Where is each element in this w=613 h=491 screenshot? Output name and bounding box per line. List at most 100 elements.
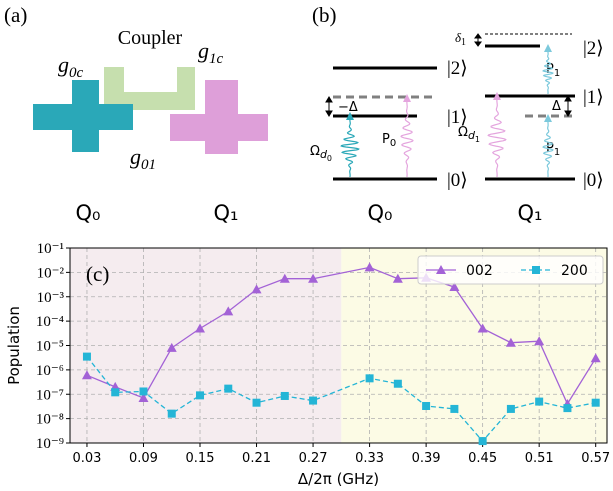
marker <box>563 404 572 413</box>
arrow-head <box>544 44 552 52</box>
subscript: 0c <box>69 65 84 81</box>
panel-label: (c) <box>86 262 109 286</box>
marker <box>224 384 233 393</box>
arrow-head <box>493 92 501 100</box>
legend-marker <box>436 265 446 274</box>
wave-packet <box>542 50 554 94</box>
wave-packet <box>400 100 414 177</box>
y-tick-label: 10⁻¹ <box>37 241 64 257</box>
x-tick-label: 0.45 <box>468 451 497 466</box>
x-tick-label: 0.15 <box>186 451 215 466</box>
ket: |1⟩ <box>447 107 468 128</box>
marker <box>364 262 375 272</box>
arrow-head <box>403 94 411 102</box>
ket-labels: |2⟩ |1⟩ |0⟩ |2⟩ |1⟩ |0⟩ <box>447 38 604 191</box>
detuning-label: −Δ <box>338 100 358 115</box>
marker <box>280 391 289 400</box>
wave-packet <box>542 120 554 177</box>
x-tick-label: 0.09 <box>129 451 158 466</box>
qubit-label: Q₁ <box>214 201 239 225</box>
marker <box>82 352 91 361</box>
ket: |2⟩ <box>447 58 468 79</box>
symbol: g <box>198 38 209 63</box>
marker <box>422 401 431 410</box>
marker <box>590 353 601 363</box>
series-line <box>86 356 596 443</box>
marker <box>534 336 545 346</box>
y-tick-label: 10⁻⁹ <box>36 436 64 452</box>
marker <box>111 388 120 397</box>
symbol: P <box>382 132 390 147</box>
ket: |0⟩ <box>583 170 604 191</box>
subscript: 1c <box>209 51 224 67</box>
marker <box>81 370 92 380</box>
marker <box>450 404 459 413</box>
marker <box>195 323 206 333</box>
coupler-shape <box>104 67 195 110</box>
x-tick-label: 0.21 <box>242 451 271 466</box>
marker <box>251 284 262 294</box>
subscript: 1 <box>475 135 480 144</box>
y-tick-label: 10⁻³ <box>37 290 65 306</box>
ket: |1⟩ <box>583 87 604 108</box>
x-tick-label: 0.51 <box>525 451 554 466</box>
x-axis-label: Δ/2π (GHz) <box>298 470 379 488</box>
subscript: 0 <box>327 154 332 163</box>
marker <box>279 273 290 283</box>
y-axis-label: Population <box>5 306 23 385</box>
y-tick-label: 10⁻⁶ <box>36 363 64 379</box>
arrow-head <box>544 114 552 122</box>
x-tick-label: 0.33 <box>355 451 384 466</box>
marker <box>365 374 374 383</box>
ket: |0⟩ <box>447 170 468 191</box>
legend-label: 002 <box>466 263 493 279</box>
marker <box>535 397 544 406</box>
y-tick-label: 10⁻⁸ <box>36 412 64 428</box>
arrows <box>325 33 572 117</box>
subscript: 01 <box>141 157 156 173</box>
marker <box>392 273 403 283</box>
wave-packets <box>340 44 554 177</box>
symbol: Ω <box>458 125 468 140</box>
marker <box>196 391 205 400</box>
qubit-q0-shape <box>33 80 133 152</box>
y-tick-label: 10⁻⁴ <box>36 314 64 330</box>
marker <box>223 306 234 316</box>
subscript: 1 <box>461 37 466 48</box>
subscript: 1 <box>554 68 560 79</box>
marker <box>308 273 319 283</box>
marker <box>309 396 318 405</box>
marker <box>167 409 176 418</box>
series-line <box>86 266 597 406</box>
marker <box>166 342 177 352</box>
drive-label: Ωd1 <box>458 125 480 144</box>
shift-label: δ1 <box>455 30 466 48</box>
y-tick-label: 10⁻⁵ <box>36 339 64 355</box>
virtual-levels <box>333 95 575 118</box>
drive-label: Ωd0 <box>310 144 332 163</box>
energy-levels <box>333 44 575 181</box>
marker <box>449 282 460 292</box>
subscript: 0 <box>390 138 396 149</box>
symbol: g <box>130 144 141 169</box>
marker <box>478 437 487 446</box>
marker <box>393 379 402 388</box>
wave-packet <box>340 118 360 177</box>
x-tick-label: 0.27 <box>299 451 328 466</box>
legend-marker <box>532 266 540 274</box>
symbol: g <box>58 52 69 77</box>
x-tick-label: 0.39 <box>412 451 441 466</box>
legend-label: 200 <box>561 263 588 279</box>
symbol: Ω <box>310 144 320 159</box>
coupling-g1c: g1c <box>198 38 224 67</box>
x-tick-label: 0.03 <box>72 451 101 466</box>
marker <box>252 398 261 407</box>
panel-label: (a) <box>4 3 27 27</box>
subscript: 1 <box>554 147 560 158</box>
y-tick-label: 10⁻² <box>37 265 65 281</box>
symbol: δ <box>455 30 462 45</box>
x-tick-label: 0.57 <box>581 451 610 466</box>
marker <box>138 393 149 403</box>
qubit-label: Q₀ <box>368 201 393 225</box>
